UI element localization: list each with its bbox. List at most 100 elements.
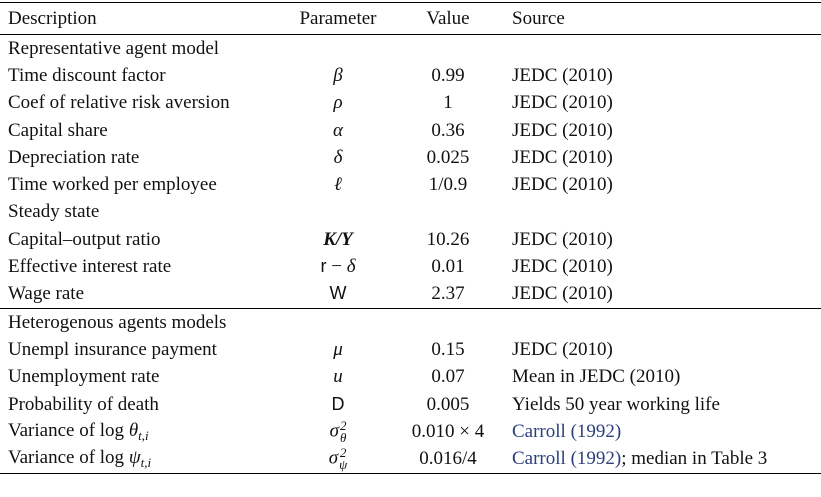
table-row: Variance of log θt,i σ 2 θ 0.010 × 4 Carroll … [0, 418, 821, 445]
parameter-cell: α [278, 117, 398, 144]
source-part: Carroll (1992) [512, 448, 622, 470]
description: Time worked per employee [8, 174, 217, 196]
value: 0.005 [426, 393, 470, 415]
value: 1 [443, 92, 453, 114]
table-header: Description Parameter Value Source [0, 2, 821, 35]
source: JEDC (2010) [512, 64, 613, 86]
source-cell: Carroll (1992); median in Table 3 [498, 445, 821, 473]
description-cell: Effective interest rate [0, 253, 278, 280]
section-row: Steady state [0, 199, 821, 226]
empty-cell [398, 35, 498, 63]
empty-cell [278, 35, 398, 63]
value: 0.36 [431, 119, 465, 141]
description: Capital–output ratio [8, 228, 161, 250]
description-part: Variance of log [8, 419, 129, 441]
description-cell: Capital–output ratio [0, 226, 278, 253]
column-header: Source [512, 7, 565, 29]
source: JEDC (2010) [512, 174, 613, 196]
description: Wage rate [8, 283, 84, 305]
source-cell: JEDC (2010) [498, 144, 821, 171]
description-cell: Coef of relative risk aversion [0, 90, 278, 117]
value-cell: 0.99 [398, 62, 498, 89]
parameter-part: r [320, 256, 327, 277]
table-row: Time worked per employee ℓ 1/0.9 JEDC (2010… [0, 171, 821, 198]
description-cell: Variance of log θt,i [0, 418, 278, 445]
empty-cell [398, 199, 498, 226]
column-header: Description [8, 7, 97, 29]
parameter-part: δ [346, 256, 356, 278]
source-cell: JEDC (2010) [498, 226, 821, 253]
table-row: Effective interest rate r − δ 0.01 JEDC (20… [0, 253, 821, 280]
value: 0.01 [431, 256, 465, 278]
source-cell: Mean in JEDC (2010) [498, 364, 821, 391]
value: 0.016/4 [419, 448, 477, 470]
value-cell: 10.26 [398, 226, 498, 253]
section-row: Representative agent model [0, 35, 821, 63]
parameter-part: D [331, 393, 345, 414]
source-part: Carroll (1992) [512, 420, 622, 442]
description: Coef of relative risk aversion [8, 92, 230, 114]
parameter-table: Description Parameter Value Source Represen… [0, 2, 821, 474]
parameter-cell: K/Y [278, 226, 398, 253]
source-cell: JEDC (2010) [498, 281, 821, 309]
description: Probability of death [8, 393, 159, 415]
subscript: θ [339, 429, 347, 445]
parameter-part: ρ [333, 92, 343, 114]
description-cell: Time worked per employee [0, 171, 278, 198]
value-cell: 0.15 [398, 336, 498, 363]
description-part: Variance of log [8, 447, 129, 469]
parameter-cell: r − δ [278, 253, 398, 280]
table-row: Depreciation rate δ 0.025 JEDC (2010) [0, 144, 821, 171]
subscript: ψ [339, 457, 348, 473]
parameter-cell: u [278, 364, 398, 391]
parameter-cell: ℓ [278, 171, 398, 198]
source: Yields 50 year working life [512, 393, 720, 415]
section-title: Representative agent model [8, 37, 220, 59]
table-row: Wage rate W 2.37 JEDC (2010) [0, 281, 821, 309]
parameter-part: σ [328, 447, 339, 469]
source: JEDC (2010) [512, 256, 613, 278]
source: JEDC (2010) [512, 338, 613, 360]
value-cell: 0.36 [398, 117, 498, 144]
value: 2.37 [431, 283, 465, 305]
description-part: θ [128, 419, 139, 441]
column-header: Parameter [299, 7, 377, 29]
parameter-part: − [326, 256, 347, 278]
source-cell: Carroll (1992) [498, 418, 821, 445]
parameter-part: μ [333, 338, 343, 360]
parameter-cell: W [278, 281, 398, 309]
description: Unempl insurance payment [8, 338, 217, 360]
parameter-part: ℓ [334, 174, 342, 196]
header-row: Description Parameter Value Source [0, 2, 821, 35]
source-cell: JEDC (2010) [498, 171, 821, 198]
description-part: ψ [128, 447, 141, 469]
parameter-part: u [333, 366, 343, 388]
table-panel: Heterogenous agents models Unempl insuran… [0, 308, 821, 474]
source: JEDC (2010) [512, 146, 613, 168]
value-cell: 0.005 [398, 391, 498, 418]
description: Depreciation rate [8, 146, 140, 168]
source: JEDC (2010) [512, 119, 613, 141]
section-title: Steady state [8, 201, 100, 223]
description-cell: Capital share [0, 117, 278, 144]
description: Time discount factor [8, 64, 166, 86]
source-cell: JEDC (2010) [498, 253, 821, 280]
value: 0.99 [431, 64, 465, 86]
source-cell: JEDC (2010) [498, 90, 821, 117]
parameter-part: β [333, 64, 343, 86]
value-cell: 0.016/4 [398, 445, 498, 473]
table-row: Unemployment rate u 0.07 Mean in JEDC (2010… [0, 364, 821, 391]
source-part: ; median in Table 3 [621, 448, 768, 470]
empty-cell [498, 35, 821, 63]
source-cell: JEDC (2010) [498, 336, 821, 363]
table-row: Capital–output ratio K/Y 10.26 JEDC (2010) [0, 226, 821, 253]
parameter-part: K/Y [323, 228, 353, 250]
source-cell: Yields 50 year working life [498, 391, 821, 418]
value: 0.010 × 4 [411, 420, 485, 442]
column-header: Value [426, 7, 470, 29]
